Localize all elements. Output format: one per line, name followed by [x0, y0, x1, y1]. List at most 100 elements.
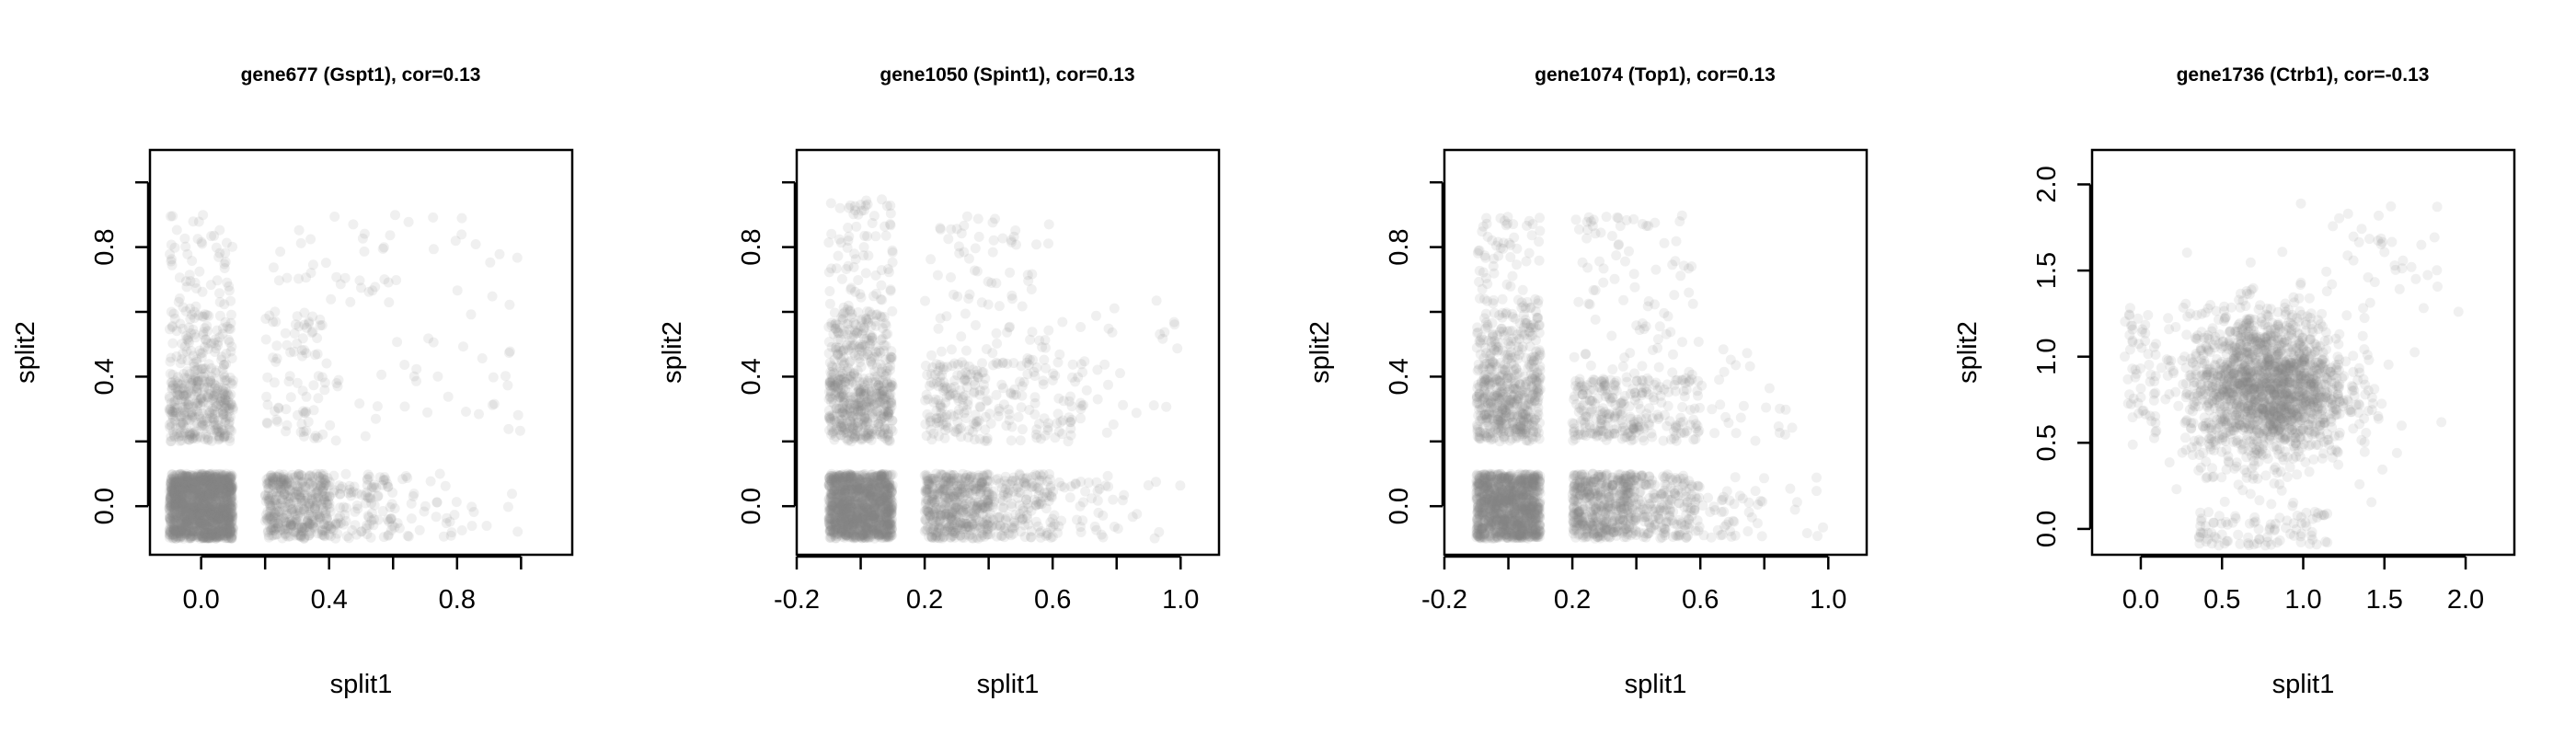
- data-point: [201, 470, 213, 481]
- data-point: [428, 212, 439, 223]
- data-point: [263, 483, 274, 494]
- data-point: [167, 488, 178, 499]
- data-point: [172, 501, 183, 512]
- data-point: [227, 379, 238, 390]
- data-point: [487, 291, 498, 302]
- y-axis: 0.00.40.8: [90, 180, 150, 524]
- data-point: [310, 350, 321, 361]
- data-point: [440, 480, 451, 491]
- data-point: [167, 211, 178, 222]
- data-point: [190, 301, 201, 312]
- data-point: [209, 526, 220, 537]
- data-point: [485, 257, 496, 268]
- data-point: [214, 521, 225, 532]
- data-point: [223, 477, 234, 488]
- data-point: [292, 489, 303, 500]
- data-point: [289, 506, 300, 517]
- data-point: [211, 242, 222, 253]
- data-point: [389, 503, 400, 514]
- data-point: [1054, 477, 1064, 488]
- data-point: [1007, 523, 1018, 535]
- data-point: [1070, 478, 1081, 489]
- data-point: [373, 491, 383, 502]
- data-point: [212, 473, 223, 484]
- data-point: [212, 275, 223, 286]
- data-point: [861, 506, 872, 517]
- data-point: [378, 475, 389, 486]
- data-point: [184, 509, 195, 519]
- data-point: [360, 431, 371, 442]
- data-point: [172, 476, 183, 487]
- data-point: [502, 380, 513, 391]
- data-point: [180, 486, 190, 497]
- data-point: [180, 499, 190, 510]
- data-point: [175, 475, 186, 486]
- data-point: [223, 512, 234, 523]
- data-point: [297, 351, 307, 362]
- data-point: [178, 502, 189, 513]
- data-point: [164, 420, 175, 431]
- data-point: [226, 531, 237, 542]
- data-point: [348, 487, 359, 498]
- data-point: [207, 501, 218, 512]
- data-point: [166, 516, 177, 527]
- data-point: [369, 479, 380, 490]
- data-point: [170, 469, 181, 480]
- data-point: [194, 266, 205, 277]
- data-point: [285, 347, 296, 358]
- data-point: [206, 533, 217, 544]
- data-point: [210, 479, 221, 490]
- data-point: [411, 375, 421, 386]
- data-point: [222, 503, 233, 514]
- data-point: [201, 511, 212, 522]
- data-point: [226, 482, 237, 493]
- data-point: [338, 519, 349, 530]
- data-point: [871, 398, 882, 409]
- data-point: [182, 516, 193, 527]
- data-point: [307, 259, 318, 270]
- data-point: [354, 275, 365, 286]
- data-point: [305, 234, 316, 245]
- y-tick-label: 0.8: [90, 228, 120, 265]
- data-point: [202, 406, 213, 416]
- data-point: [215, 489, 226, 500]
- data-point: [190, 505, 201, 516]
- data-point: [445, 530, 456, 541]
- data-point: [201, 489, 212, 500]
- data-point: [207, 524, 218, 535]
- data-point: [180, 241, 191, 252]
- data-point: [179, 512, 190, 523]
- data-point: [1053, 521, 1064, 532]
- data-point: [205, 516, 216, 527]
- data-point: [931, 505, 941, 515]
- data-point: [289, 328, 300, 339]
- data-point: [190, 519, 201, 530]
- data-point: [216, 490, 227, 501]
- data-point: [198, 500, 209, 512]
- data-point: [341, 531, 352, 542]
- data-point: [870, 528, 881, 539]
- data-point: [1035, 532, 1046, 543]
- data-point: [169, 517, 180, 528]
- data-point: [214, 481, 225, 492]
- data-point: [488, 372, 499, 383]
- data-point: [504, 299, 515, 310]
- data-point: [823, 405, 834, 416]
- data-point: [922, 473, 933, 484]
- data-point: [984, 476, 995, 487]
- data-point: [210, 529, 221, 540]
- data-point: [171, 525, 182, 536]
- data-point: [984, 508, 995, 519]
- data-point: [214, 510, 225, 521]
- data-point: [226, 353, 237, 363]
- data-point: [206, 528, 217, 539]
- data-point: [171, 523, 182, 535]
- data-point: [165, 512, 175, 523]
- data-point: [1044, 474, 1055, 485]
- data-point: [1005, 479, 1016, 489]
- data-point: [177, 323, 188, 334]
- data-point: [201, 477, 213, 489]
- data-point: [326, 293, 337, 305]
- points-group: [164, 210, 525, 544]
- data-point: [1154, 526, 1165, 537]
